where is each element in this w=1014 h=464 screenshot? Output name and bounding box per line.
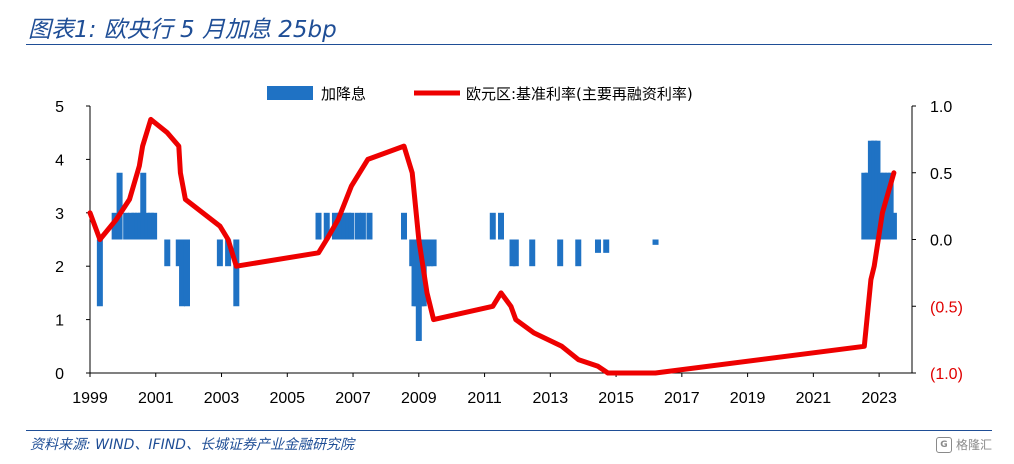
rate-change-bar bbox=[336, 212, 343, 240]
y-left-tick-label: 4 bbox=[55, 152, 64, 169]
source-note: 资料来源: WIND、IFIND、长城证券产业金融研究院 bbox=[30, 437, 354, 453]
rate-change-bar bbox=[864, 172, 871, 240]
rate-change-bar bbox=[430, 239, 437, 267]
x-tick-label: 2023 bbox=[861, 390, 897, 407]
y-left-tick-label: 0 bbox=[55, 366, 64, 383]
rate-change-bar bbox=[345, 212, 352, 240]
rate-change-bar bbox=[603, 239, 610, 253]
x-tick-label: 2019 bbox=[730, 390, 766, 407]
rate-change-bar bbox=[887, 172, 894, 240]
rate-change-bar bbox=[323, 212, 330, 240]
rate-change-bar bbox=[140, 172, 147, 240]
rate-change-bar bbox=[557, 239, 564, 267]
rate-change-bar bbox=[359, 212, 366, 240]
chart-title: 图表1: 欧央行 5 月加息 25bp bbox=[28, 17, 337, 43]
x-tick-label: 2015 bbox=[598, 390, 634, 407]
legend-label-bar: 加降息 bbox=[321, 85, 366, 103]
rate-change-bar bbox=[874, 140, 881, 240]
rate-change-bar bbox=[877, 172, 884, 240]
x-tick-label: 2021 bbox=[796, 390, 832, 407]
y-left-tick-label: 5 bbox=[55, 99, 64, 116]
rate-change-bar bbox=[861, 172, 868, 240]
rate-change-bar bbox=[175, 239, 182, 267]
legend-swatch-bar bbox=[267, 86, 313, 100]
rate-change-bar bbox=[341, 212, 348, 240]
watermark: G 格隆汇 bbox=[936, 436, 992, 453]
x-tick-label: 2001 bbox=[138, 390, 174, 407]
y-left-tick-label: 1 bbox=[55, 313, 64, 330]
rate-change-bar bbox=[225, 239, 232, 267]
rate-change-bar bbox=[147, 212, 154, 240]
rate-change-bar bbox=[144, 212, 151, 240]
rate-change-bar bbox=[131, 212, 138, 240]
x-tick-label: 2017 bbox=[664, 390, 700, 407]
rate-change-bar bbox=[884, 172, 891, 240]
rate-change-bar bbox=[424, 239, 431, 267]
rate-change-bar bbox=[366, 212, 373, 240]
watermark-text: 格隆汇 bbox=[956, 438, 993, 452]
rate-change-bar bbox=[594, 239, 601, 253]
rate-change-bar bbox=[871, 140, 878, 240]
rate-change-bar bbox=[123, 212, 130, 240]
x-tick-label: 2003 bbox=[204, 390, 240, 407]
x-tick-label: 2009 bbox=[401, 390, 437, 407]
rate-change-bar bbox=[867, 140, 874, 240]
rate-change-bar bbox=[652, 239, 659, 245]
rate-change-bar bbox=[498, 212, 504, 240]
x-tick-label: 2011 bbox=[467, 390, 502, 407]
rate-change-bar bbox=[509, 239, 516, 267]
y-right-tick-label: (1.0) bbox=[930, 366, 963, 383]
watermark-logo-icon: G bbox=[936, 436, 952, 453]
rate-change-bar bbox=[512, 239, 519, 267]
rate-change-bar bbox=[529, 239, 536, 267]
refinancing-rate-line bbox=[87, 116, 897, 376]
rate-change-bar bbox=[111, 212, 118, 240]
rate-change-bar bbox=[151, 212, 158, 240]
y-right-tick-label: 0.0 bbox=[930, 233, 952, 250]
rate-change-bar bbox=[890, 212, 897, 240]
bottom-rule bbox=[26, 430, 992, 431]
x-tick-label: 1999 bbox=[72, 390, 108, 407]
x-tick-label: 2007 bbox=[335, 390, 371, 407]
legend-label-line: 欧元区:基准利率(主要再融资利率) bbox=[466, 85, 693, 103]
top-rule bbox=[26, 44, 992, 45]
rate-change-bar bbox=[489, 212, 496, 240]
x-tick-label: 2013 bbox=[533, 390, 569, 407]
y-left-tick-label: 2 bbox=[55, 259, 64, 276]
y-right-tick-label: 0.5 bbox=[930, 166, 952, 183]
rate-change-bar bbox=[128, 212, 135, 240]
rate-change-bar bbox=[96, 239, 103, 307]
rate-change-bar bbox=[164, 239, 171, 267]
rate-change-bar bbox=[427, 239, 434, 267]
rate-change-bar bbox=[354, 212, 361, 240]
y-right-tick-label: (0.5) bbox=[930, 299, 963, 316]
y-right-tick-label: 1.0 bbox=[930, 99, 952, 116]
rate-change-bar bbox=[575, 239, 582, 267]
rate-change-bar bbox=[401, 212, 408, 240]
x-tick-label: 2005 bbox=[269, 390, 305, 407]
rate-change-bar bbox=[183, 239, 190, 307]
rate-change-bar bbox=[116, 172, 123, 240]
rate-change-bar bbox=[315, 212, 322, 240]
rate-change-bar bbox=[233, 239, 240, 307]
rate-change-bar bbox=[179, 239, 186, 307]
y-left-tick-label: 3 bbox=[55, 206, 64, 223]
rate-change-bar bbox=[216, 239, 223, 267]
rate-change-bar bbox=[348, 212, 355, 240]
rate-change-bar bbox=[134, 212, 141, 240]
